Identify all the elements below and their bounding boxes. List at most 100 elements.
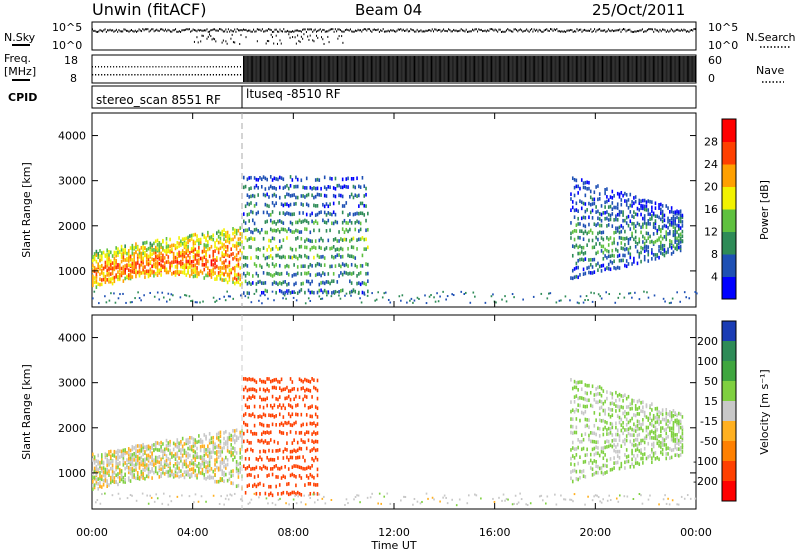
echo-cell xyxy=(589,430,592,435)
noise-sky-mark xyxy=(141,30,143,33)
echo-cell xyxy=(129,254,132,259)
echo-cell xyxy=(602,432,605,437)
echo-cell xyxy=(100,474,103,479)
echo-cell xyxy=(235,277,238,282)
echo-cell xyxy=(314,186,317,191)
echo-cell xyxy=(221,266,224,270)
noise-sky-mark xyxy=(412,29,414,32)
noise-sky-mark xyxy=(346,28,348,31)
freq-sweep-mark xyxy=(468,56,470,82)
noise-sky-mark xyxy=(522,30,524,33)
echo-cell xyxy=(275,377,277,382)
noise-sky-mark xyxy=(129,29,131,32)
echo-cell xyxy=(99,484,101,489)
freq-sweep-mark xyxy=(453,56,455,82)
echo-cell xyxy=(318,262,321,267)
ground-scatter-cell xyxy=(492,293,494,296)
echo-cell xyxy=(165,461,168,465)
echo-cell xyxy=(611,201,614,205)
echo-cell xyxy=(313,203,315,208)
noise-sky-mark xyxy=(449,29,451,32)
echo-cell xyxy=(106,453,108,458)
echo-cell xyxy=(660,426,662,430)
echo-cell xyxy=(271,256,274,260)
echo-cell xyxy=(187,437,189,442)
echo-cell xyxy=(140,449,143,453)
echo-cell xyxy=(672,250,675,254)
echo-cell xyxy=(338,263,340,267)
echo-cell xyxy=(142,267,144,272)
nave-mark xyxy=(188,66,190,68)
echo-cell xyxy=(676,418,678,423)
echo-cell xyxy=(287,211,290,216)
echo-cell xyxy=(243,413,245,418)
noise-sky-mark xyxy=(463,29,465,32)
echo-cell xyxy=(223,464,225,469)
echo-cell xyxy=(600,405,603,410)
noise-sky-mark xyxy=(406,28,408,31)
echo-cell xyxy=(264,431,267,435)
echo-cell xyxy=(616,212,619,217)
echo-cell xyxy=(307,221,310,225)
echo-cell xyxy=(185,245,188,250)
echo-cell xyxy=(277,379,279,384)
freq-sweep-mark xyxy=(626,56,628,82)
echo-cell xyxy=(634,195,637,199)
echo-cell xyxy=(192,444,195,448)
freq-sweep-mark xyxy=(536,56,538,82)
echo-cell xyxy=(158,465,161,469)
echo-cell xyxy=(136,461,139,466)
echo-cell xyxy=(291,441,294,445)
echo-cell xyxy=(311,193,313,198)
echo-cell xyxy=(234,228,236,233)
echo-cell xyxy=(221,232,224,237)
echo-cell xyxy=(638,412,641,416)
echo-cell xyxy=(92,475,94,480)
echo-cell xyxy=(250,236,252,241)
echo-cell xyxy=(354,263,357,268)
echo-cell xyxy=(676,211,678,216)
echo-cell xyxy=(251,377,254,382)
echo-cell xyxy=(595,445,597,450)
echo-cell xyxy=(194,455,197,460)
echo-cell xyxy=(185,256,188,260)
freq-sweep-mark xyxy=(491,56,493,82)
noise-sky-mark xyxy=(503,30,505,33)
echo-cell xyxy=(178,253,180,257)
ground-scatter-cell xyxy=(158,298,161,301)
echo-cell xyxy=(631,200,633,204)
noise-search-mark xyxy=(327,35,329,38)
freq-sweep-mark xyxy=(310,56,312,82)
echo-cell xyxy=(651,460,653,465)
nave-mark xyxy=(236,66,238,68)
echo-cell xyxy=(108,473,110,477)
echo-cell xyxy=(606,216,608,221)
echo-cell xyxy=(203,267,206,272)
echo-cell xyxy=(169,473,171,478)
freq-sweep-mark xyxy=(642,56,644,82)
echo-cell xyxy=(183,263,186,268)
echo-cell xyxy=(316,192,319,197)
echo-cell xyxy=(607,198,610,203)
freq-sweep-mark xyxy=(305,56,307,82)
ground-scatter-cell xyxy=(383,292,386,295)
freq-sweep-mark xyxy=(618,56,620,82)
echo-cell xyxy=(198,434,200,438)
echo-cell xyxy=(347,272,349,276)
echo-cell xyxy=(138,444,141,448)
echo-cell xyxy=(196,234,198,238)
echo-cell xyxy=(336,239,339,243)
noise-sky-mark xyxy=(689,29,691,32)
echo-cell xyxy=(615,217,617,222)
echo-cell xyxy=(277,466,279,471)
echo-cell xyxy=(679,244,682,249)
echo-cell xyxy=(573,409,576,414)
echo-cell xyxy=(239,226,242,230)
echo-cell xyxy=(129,471,132,476)
echo-cell xyxy=(298,254,301,258)
freq-sweep-mark xyxy=(483,56,485,82)
echo-cell xyxy=(570,400,572,404)
echo-cell xyxy=(154,245,157,250)
echo-cell xyxy=(676,413,678,418)
echo-cell xyxy=(109,461,112,465)
